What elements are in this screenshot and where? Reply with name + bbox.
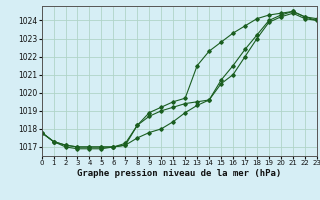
X-axis label: Graphe pression niveau de la mer (hPa): Graphe pression niveau de la mer (hPa): [77, 169, 281, 178]
